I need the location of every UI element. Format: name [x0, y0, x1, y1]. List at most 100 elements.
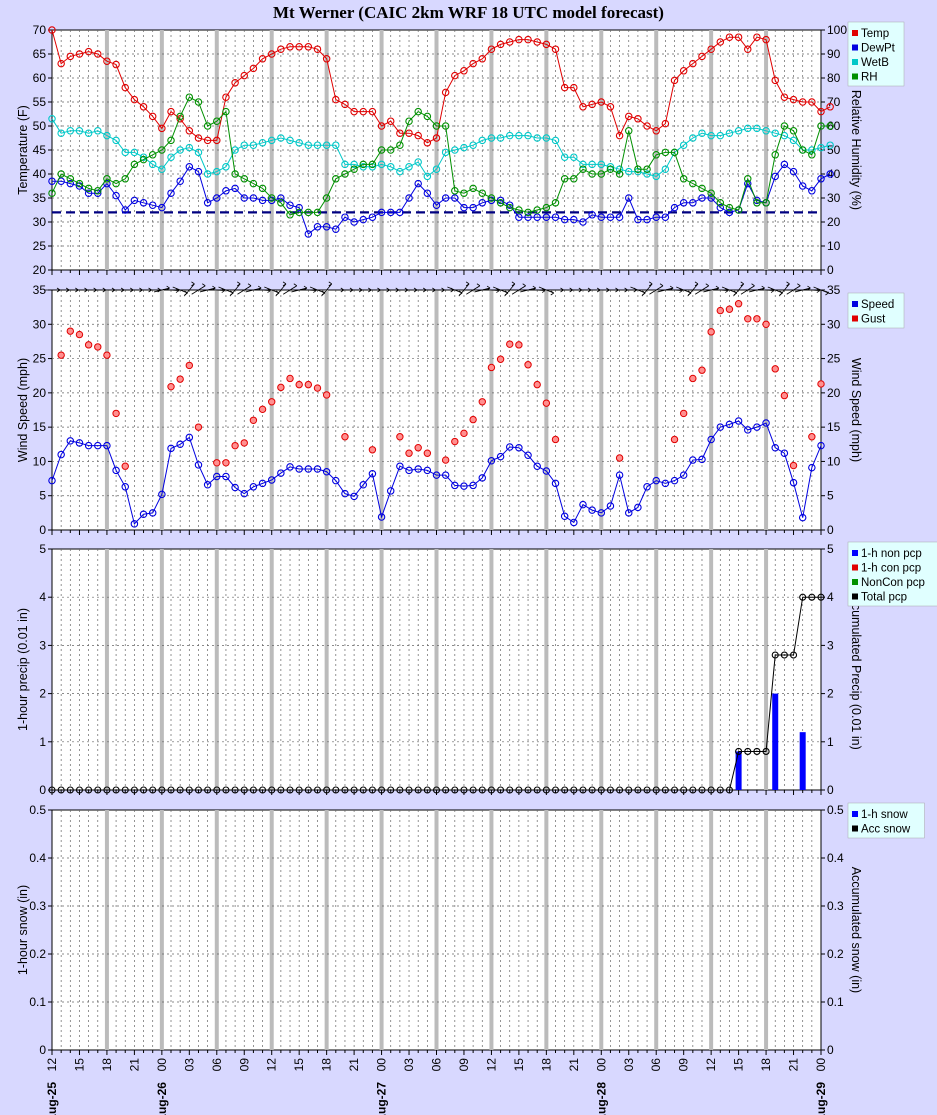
gust-point [689, 374, 697, 383]
total-precip-series-point [167, 786, 175, 794]
total-precip-series-point [771, 651, 779, 659]
wind-direction-arrow [504, 281, 516, 297]
total-precip-series-point [478, 786, 486, 794]
temp-series-point [258, 55, 267, 63]
wind-direction-arrow [466, 283, 481, 295]
gust-point [57, 351, 65, 359]
total-precip-series-point [332, 786, 340, 794]
gust-point [277, 383, 285, 392]
temp-series-point [396, 129, 404, 137]
temp-series-point [414, 131, 422, 140]
temp-series-point [240, 71, 249, 80]
speed-series-point [780, 449, 789, 457]
wetb-series-point [551, 136, 560, 145]
dewpt-series-point [405, 194, 413, 202]
speed-series-point [57, 450, 65, 459]
wetb-series-point [167, 153, 175, 161]
y-tick-label: 5 [39, 489, 46, 503]
y-tick-label: 0.5 [29, 803, 46, 817]
wetb-series-point [112, 136, 120, 145]
total-precip-series-point [185, 786, 193, 794]
wetb-series-point [386, 163, 395, 171]
temp-series-point [515, 35, 523, 44]
speed-series-point [267, 476, 276, 484]
speed-series-point [505, 443, 514, 451]
total-precip-series-point [48, 786, 56, 794]
temp-series-point [698, 52, 706, 61]
gust-point [405, 449, 413, 457]
dewpt-series-point [524, 213, 532, 221]
y-tick-label: 55 [33, 95, 47, 109]
total-precip-series-point [780, 651, 788, 659]
total-precip-series-point [652, 786, 660, 794]
total-precip-series-point [551, 786, 560, 794]
speed-series-point [304, 465, 313, 473]
gust-point [121, 462, 129, 470]
y-tick-label: 50 [33, 119, 47, 133]
temp-series-point [762, 35, 770, 44]
wetb-series-point [75, 127, 84, 135]
temp-series-point [84, 47, 93, 56]
x-date-label: Aug-25 [45, 1082, 59, 1115]
speed-series-point [744, 426, 752, 434]
dewpt-series-point [634, 215, 642, 224]
dewpt-series-point [286, 201, 294, 209]
rh-series-point [780, 122, 789, 130]
x-hour-label: 12 [704, 1058, 718, 1072]
dewpt-series-point [670, 203, 679, 212]
speed-series-line [51, 420, 822, 525]
temp-series-point [432, 134, 441, 142]
gust-point [176, 375, 184, 383]
dewpt-series-point [505, 201, 514, 209]
temp-series-point [66, 52, 75, 61]
y2-tick-label: 0 [827, 1043, 834, 1057]
x-hour-label: 15 [72, 1058, 86, 1072]
total-precip-series-point [222, 786, 230, 794]
rh-series-point [734, 206, 743, 214]
temp-series-point [332, 95, 340, 104]
speed-series-point [762, 419, 770, 427]
speed-series-point [808, 463, 816, 472]
speed-series-point [130, 520, 139, 528]
rh-series-point [258, 184, 267, 193]
temp-series-point [615, 131, 624, 140]
total-precip-series-point [808, 593, 816, 601]
gust-point [496, 355, 505, 363]
total-precip-series-point [66, 786, 74, 794]
temp-series-point [231, 79, 239, 87]
speed-series-point [75, 439, 84, 447]
rh-series-point [762, 199, 770, 207]
y2-tick-label: 0 [827, 263, 834, 277]
x-hour-label: 12 [265, 1058, 279, 1072]
temp-legend-swatch [852, 59, 858, 65]
wetb-series-point [643, 170, 651, 178]
rh-series-point [634, 165, 642, 173]
wind-direction-arrow [813, 286, 829, 296]
wind-direction-arrow [237, 283, 252, 295]
total-precip-series-point [176, 786, 184, 794]
total-precip-series-point [561, 786, 569, 794]
total-precip-series-point [643, 786, 651, 794]
gust-point [817, 380, 825, 388]
speed-series-point [423, 466, 432, 475]
dewpt-series-point [139, 199, 148, 207]
temp-series-point [249, 64, 258, 73]
temp-series-point [551, 45, 560, 53]
total-precip-series-point [57, 786, 65, 794]
x-hour-label: 00 [814, 1058, 828, 1072]
speed-series-point [789, 478, 798, 487]
gust-point [75, 330, 84, 339]
total-precip-series-point [158, 786, 166, 794]
speed-series-point [203, 480, 212, 489]
dewpt-series-point [414, 179, 422, 188]
dewpt-series-point [725, 208, 734, 217]
rh-series-point [643, 165, 651, 173]
dewpt-series-point [579, 218, 587, 226]
dewpt-series-point [469, 203, 477, 212]
dewpt-series-point [396, 208, 404, 217]
dewpt-series-point [798, 182, 807, 190]
wetb-series-point [332, 141, 340, 149]
y2-axis-label: Relative Humidity (%) [849, 90, 863, 210]
precip-legend [847, 541, 937, 607]
total-precip-series-point [323, 786, 331, 794]
